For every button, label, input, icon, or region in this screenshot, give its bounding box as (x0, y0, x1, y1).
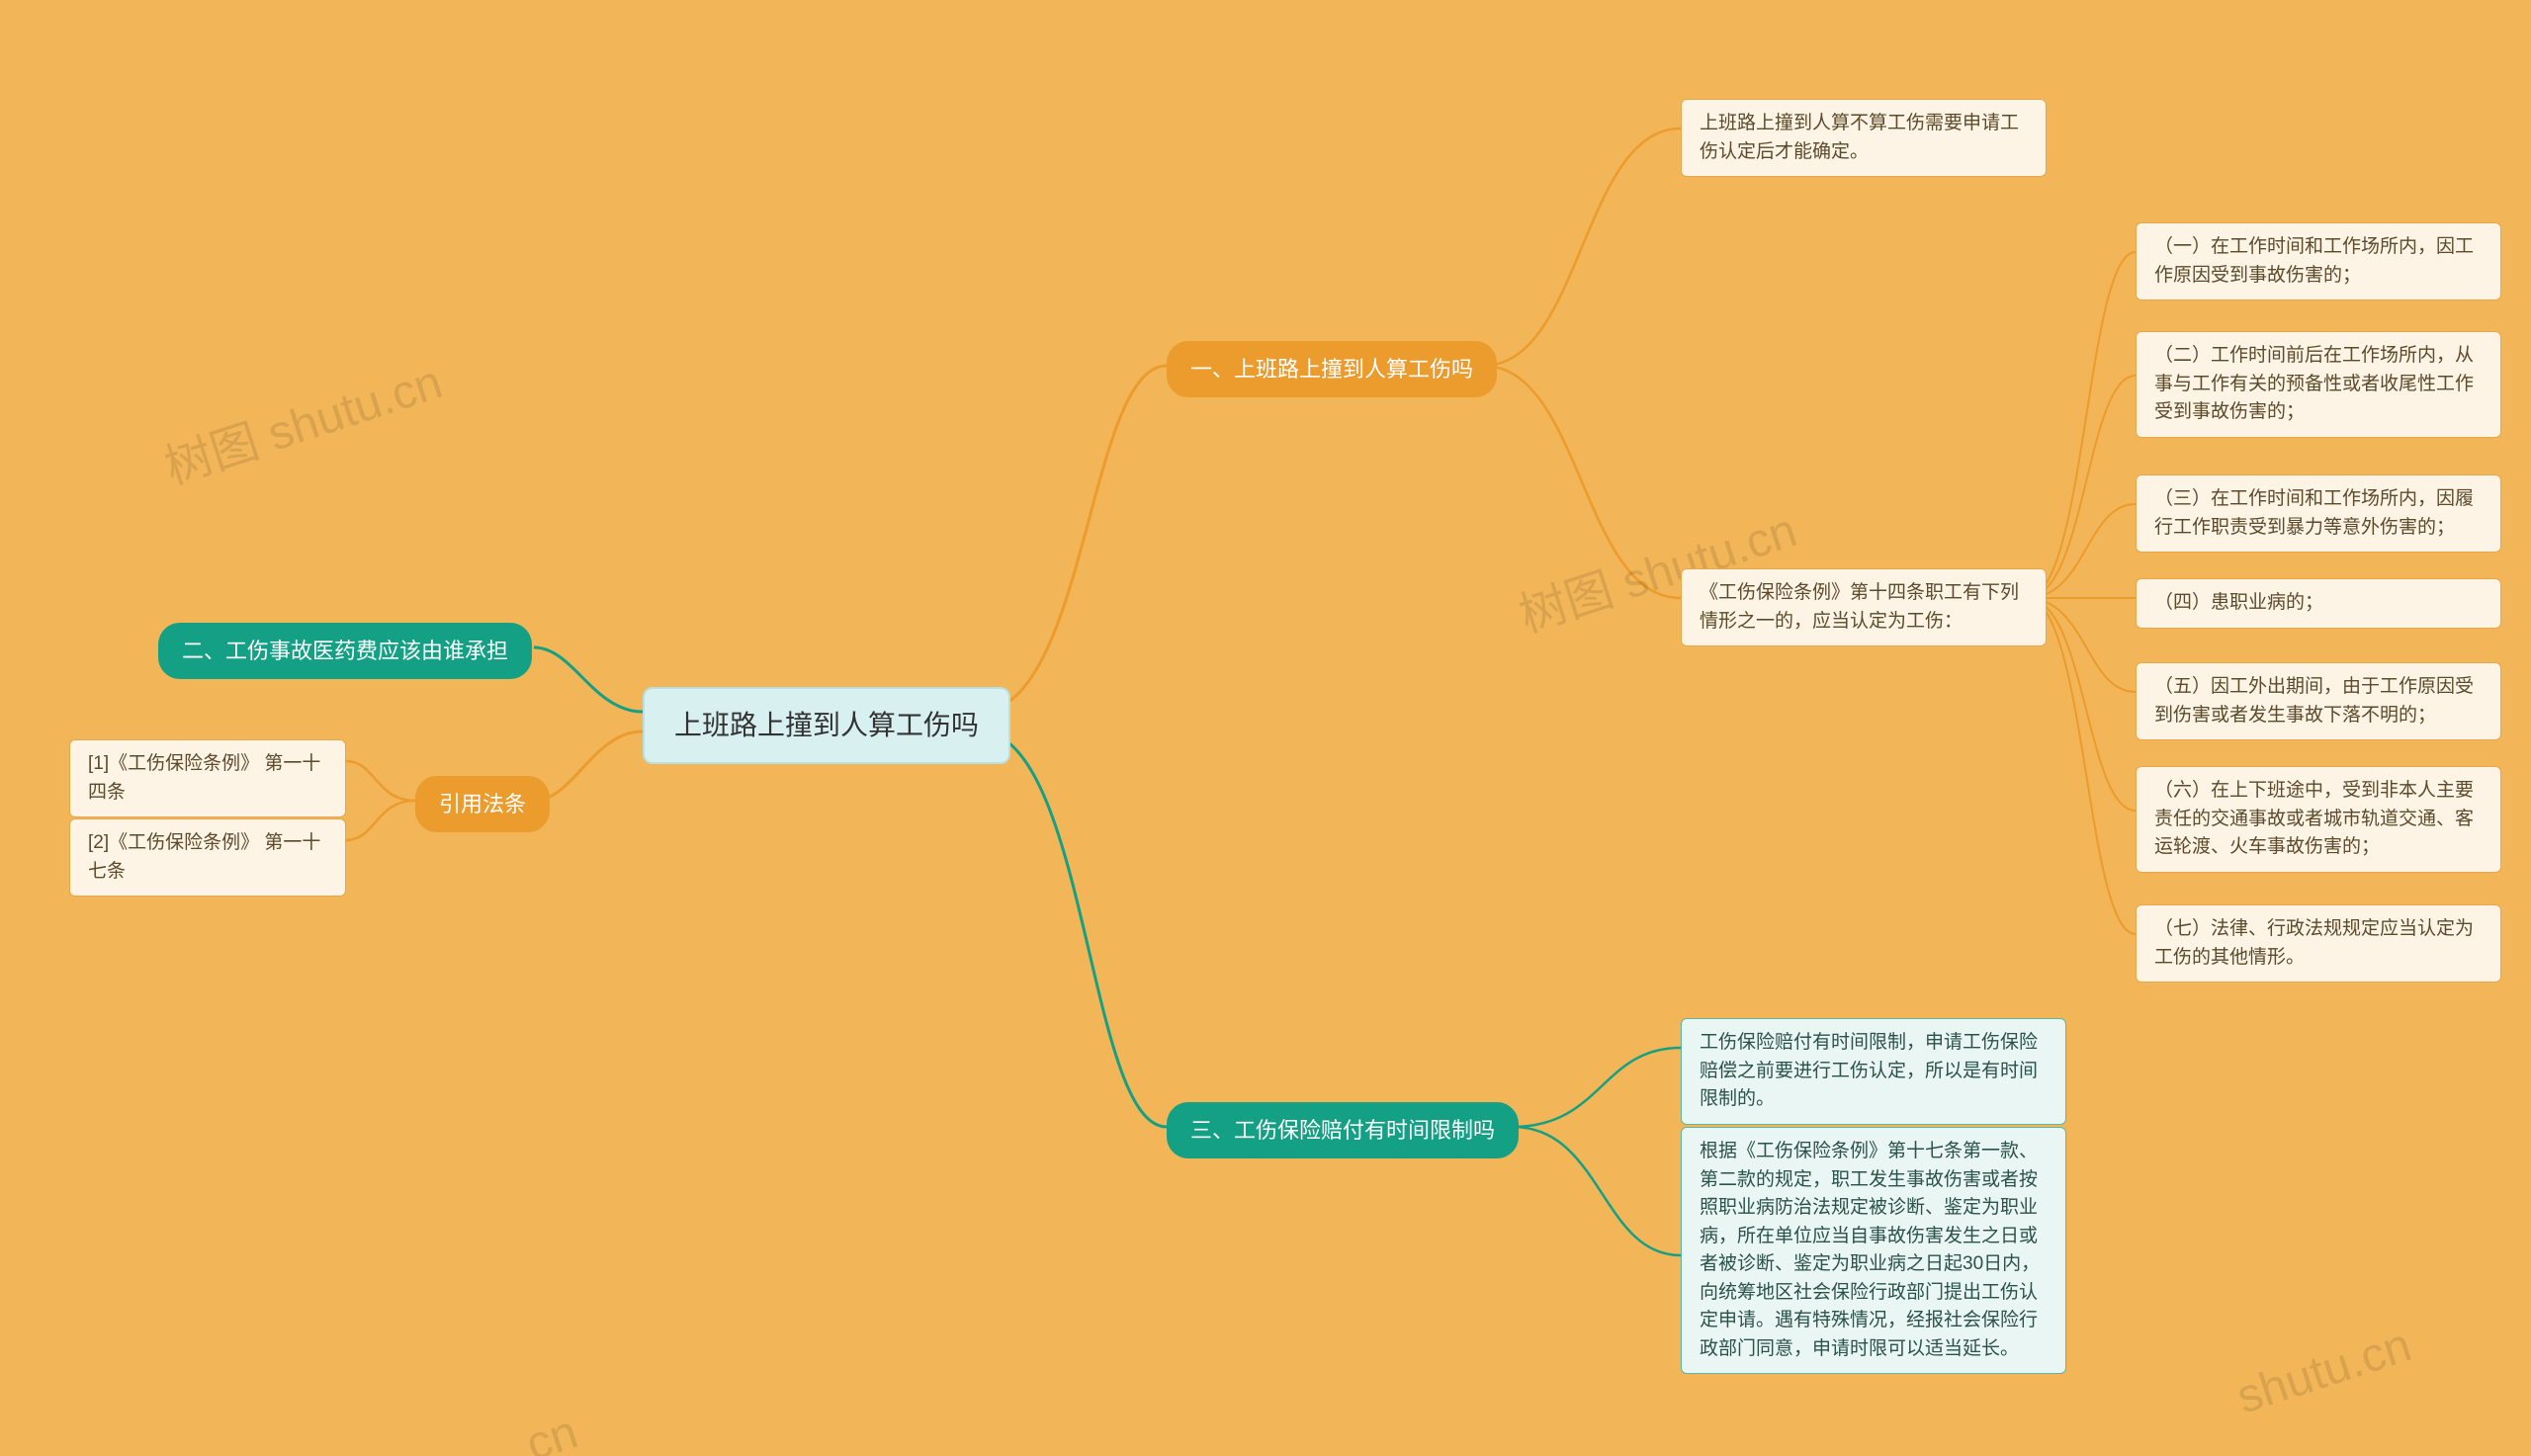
branch-2[interactable]: 二、工伤事故医药费应该由谁承担 (158, 623, 532, 679)
branch-3[interactable]: 三、工伤保险赔付有时间限制吗 (1167, 1102, 1519, 1158)
article14-item-1[interactable]: （一）在工作时间和工作场所内，因工作原因受到事故伤害的； (2136, 222, 2501, 300)
branch-4[interactable]: 引用法条 (415, 776, 550, 832)
watermark: .cn (507, 1405, 584, 1456)
article14-item-6[interactable]: （六）在上下班途中，受到非本人主要责任的交通事故或者城市轨道交通、客运轮渡、火车… (2136, 766, 2501, 873)
branch3-child2[interactable]: 根据《工伤保险条例》第十七条第一款、第二款的规定，职工发生事故伤害或者按照职业病… (1681, 1127, 2066, 1374)
root-node[interactable]: 上班路上撞到人算工伤吗 (643, 687, 1010, 764)
article14-item-4[interactable]: （四）患职业病的； (2136, 578, 2501, 629)
branch-1[interactable]: 一、上班路上撞到人算工伤吗 (1167, 341, 1497, 397)
branch1-child2-title[interactable]: 《工伤保险条例》第十四条职工有下列情形之一的，应当认定为工伤： (1681, 568, 2047, 646)
watermark: 树图 shutu.cn (154, 343, 449, 497)
branch1-child1[interactable]: 上班路上撞到人算不算工伤需要申请工伤认定后才能确定。 (1681, 99, 2047, 177)
article14-item-3[interactable]: （三）在工作时间和工作场所内，因履行工作职责受到暴力等意外伤害的； (2136, 474, 2501, 553)
article14-item-2[interactable]: （二）工作时间前后在工作场所内，从事与工作有关的预备性或者收尾性工作受到事故伤害… (2136, 331, 2501, 438)
branch3-child1[interactable]: 工伤保险赔付有时间限制，申请工伤保险赔偿之前要进行工伤认定，所以是有时间限制的。 (1681, 1018, 2066, 1125)
ref-item-2[interactable]: [2]《工伤保险条例》 第一十七条 (69, 818, 346, 897)
ref-item-1[interactable]: [1]《工伤保险条例》 第一十四条 (69, 739, 346, 817)
article14-item-5[interactable]: （五）因工外出期间，由于工作原因受到伤害或者发生事故下落不明的； (2136, 662, 2501, 740)
article14-item-7[interactable]: （七）法律、行政法规规定应当认定为工伤的其他情形。 (2136, 904, 2501, 983)
watermark: shutu.cn (2230, 1318, 2418, 1424)
